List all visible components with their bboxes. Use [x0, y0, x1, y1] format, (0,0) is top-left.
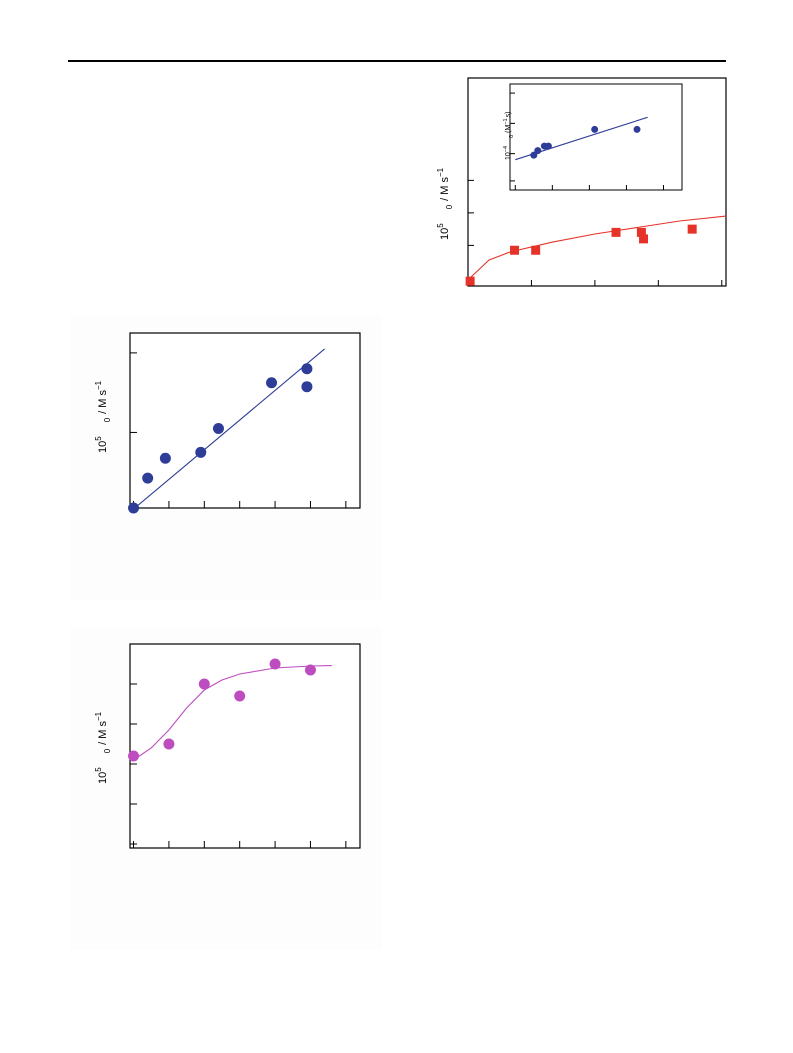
top-inset-point [530, 151, 538, 159]
bot-point [234, 690, 246, 702]
top-main-point [510, 245, 520, 255]
svg-text:1050/ M s−1: 1050/ M s−1 [94, 380, 112, 453]
svg-text:1050/ M s−1: 1050/ M s−1 [436, 167, 454, 240]
top-main-point [639, 234, 649, 244]
top-main-point [531, 245, 541, 255]
mid-point [301, 381, 313, 393]
chart-top-right: 1050/ M s−1 10−40(M−1s) [436, 77, 730, 287]
header-rule [68, 60, 726, 62]
top-main-point [687, 224, 697, 234]
mid-point [142, 472, 154, 484]
chart-bottom-left: 1050/ M s−1 [94, 643, 361, 849]
mid-ylabel: 1050/ M s−1 [94, 380, 112, 453]
top-main-point [636, 227, 646, 237]
chart-middle-left: 1050/ M s−1 [94, 332, 361, 514]
mid-point [128, 502, 140, 514]
top-inset-point [544, 142, 552, 150]
svg-text:10−40(M−1s): 10−40(M−1s) [503, 112, 515, 160]
mid-point [195, 446, 207, 458]
bot-point [163, 738, 175, 750]
svg-text:1050/ M s−1: 1050/ M s−1 [94, 711, 112, 784]
top-main-point [465, 276, 475, 286]
top-inset-ylabel: 10−40(M−1s) [503, 112, 515, 160]
top-main-point [611, 227, 621, 237]
inset-plot-frame [509, 83, 683, 191]
top-main-ylabel: 1050/ M s−1 [436, 167, 454, 240]
bot-point [128, 750, 140, 762]
mid-point [212, 422, 224, 434]
mid-plot-frame [129, 332, 361, 509]
top-inset-point [633, 125, 641, 133]
bot-ylabel: 1050/ M s−1 [94, 711, 112, 784]
bot-point [304, 664, 316, 676]
mid-fit-line [129, 348, 325, 513]
top-main-fit-line [469, 215, 727, 279]
bot-fit-line [133, 665, 332, 761]
top-inset-point [591, 125, 599, 133]
bot-point [198, 678, 210, 690]
top-inset-point [534, 147, 542, 155]
bot-point [269, 658, 281, 670]
mid-point [159, 452, 171, 464]
mid-point [301, 363, 313, 375]
mid-point [266, 377, 278, 389]
